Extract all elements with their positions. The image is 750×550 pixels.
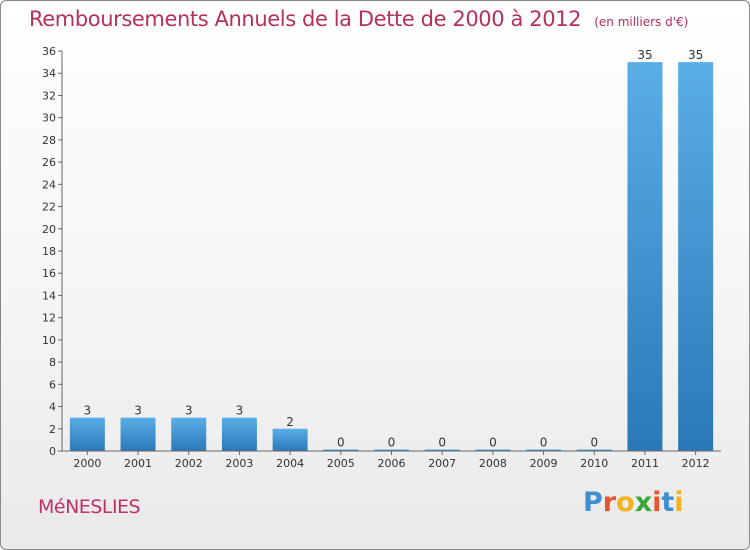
bars-group bbox=[69, 62, 714, 451]
bar bbox=[374, 449, 409, 451]
x-tick-label: 2001 bbox=[124, 457, 152, 470]
y-tick-label: 4 bbox=[49, 401, 56, 414]
bar bbox=[221, 417, 257, 451]
brand-logo-letter: o bbox=[616, 487, 635, 518]
x-tick-label: 2003 bbox=[225, 457, 253, 470]
bar-value-label: 0 bbox=[489, 436, 497, 450]
bar-value-label: 0 bbox=[388, 436, 396, 450]
y-tick-label: 26 bbox=[42, 156, 56, 169]
y-tick-label: 20 bbox=[42, 223, 56, 236]
bar-value-label: 3 bbox=[134, 404, 142, 418]
bar-value-label: 35 bbox=[688, 48, 703, 62]
bar bbox=[526, 449, 562, 451]
chart-title: Remboursements Annuels de la Dette de 20… bbox=[29, 7, 582, 31]
data-labels-group: 3 3 3 3 2 0 0 0 0 0 0 35 35 bbox=[84, 48, 704, 449]
bar bbox=[69, 417, 105, 451]
brand-logo-letter: P bbox=[583, 487, 603, 518]
y-tick-label: 18 bbox=[42, 245, 56, 258]
bar-value-label: 0 bbox=[590, 436, 598, 450]
y-tick-label: 34 bbox=[42, 67, 56, 80]
x-tick-label: 2009 bbox=[530, 457, 558, 470]
brand-logo-letter: i bbox=[674, 487, 684, 518]
y-tick-label: 16 bbox=[42, 267, 56, 280]
y-tick-label: 0 bbox=[49, 445, 56, 458]
y-tick-label: 32 bbox=[42, 89, 56, 102]
y-tick-label: 6 bbox=[49, 378, 56, 391]
y-tick-label: 10 bbox=[42, 334, 56, 347]
brand-logo-letter: x bbox=[634, 487, 653, 518]
chart-subtitle: (en milliers d'€) bbox=[594, 15, 689, 29]
bar-value-label: 35 bbox=[637, 48, 652, 62]
bar-value-label: 3 bbox=[236, 404, 244, 418]
bar-value-label: 3 bbox=[185, 404, 193, 418]
axes-lines bbox=[61, 51, 721, 452]
brand-logo-letter: r bbox=[602, 487, 617, 518]
bar-value-label: 3 bbox=[84, 404, 92, 418]
bar bbox=[323, 449, 359, 451]
x-tick-label: 2005 bbox=[327, 457, 355, 470]
x-tick-label: 2000 bbox=[73, 457, 101, 470]
x-tick-label: 2008 bbox=[479, 457, 507, 470]
bar bbox=[576, 449, 612, 451]
y-tick-label: 2 bbox=[49, 423, 56, 436]
x-tick-label: 2004 bbox=[276, 457, 304, 470]
x-tick-label: 2012 bbox=[682, 457, 710, 470]
x-tick-label: 2002 bbox=[175, 457, 203, 470]
x-tick-label: 2007 bbox=[428, 457, 456, 470]
x-tick-label: 2006 bbox=[378, 457, 406, 470]
bar bbox=[475, 449, 511, 451]
brand-logo-letter: t bbox=[661, 487, 675, 518]
y-tick-label: 12 bbox=[42, 312, 56, 325]
y-tick-label: 14 bbox=[42, 289, 56, 302]
commune-name: MéNESLIES bbox=[38, 496, 141, 518]
brand-logo: Proxiti bbox=[583, 487, 684, 518]
y-tick-label: 30 bbox=[42, 112, 56, 125]
bar bbox=[627, 62, 663, 451]
bar bbox=[171, 417, 207, 451]
y-tick-label: 8 bbox=[49, 356, 56, 369]
y-tick-label: 24 bbox=[42, 178, 56, 191]
x-tick-label: 2010 bbox=[580, 457, 608, 470]
x-tick-label: 2011 bbox=[631, 457, 659, 470]
bar bbox=[120, 417, 156, 451]
bar-value-label: 0 bbox=[337, 436, 345, 450]
y-tick-label: 28 bbox=[42, 134, 56, 147]
bar bbox=[424, 449, 460, 451]
bar-value-label: 0 bbox=[438, 436, 446, 450]
y-tick-label: 36 bbox=[42, 45, 56, 58]
bar-value-label: 2 bbox=[286, 415, 294, 429]
bar-value-label: 0 bbox=[540, 436, 548, 450]
bar bbox=[678, 62, 714, 451]
bar bbox=[272, 428, 308, 451]
brand-logo-letter: i bbox=[652, 487, 662, 518]
title-line: Remboursements Annuels de la Dette de 20… bbox=[29, 7, 688, 31]
x-axis: 2000 2001 2002 2003 2004 2005 2006 2007 2008 2009… bbox=[73, 451, 710, 470]
y-tick-label: 22 bbox=[42, 201, 56, 214]
